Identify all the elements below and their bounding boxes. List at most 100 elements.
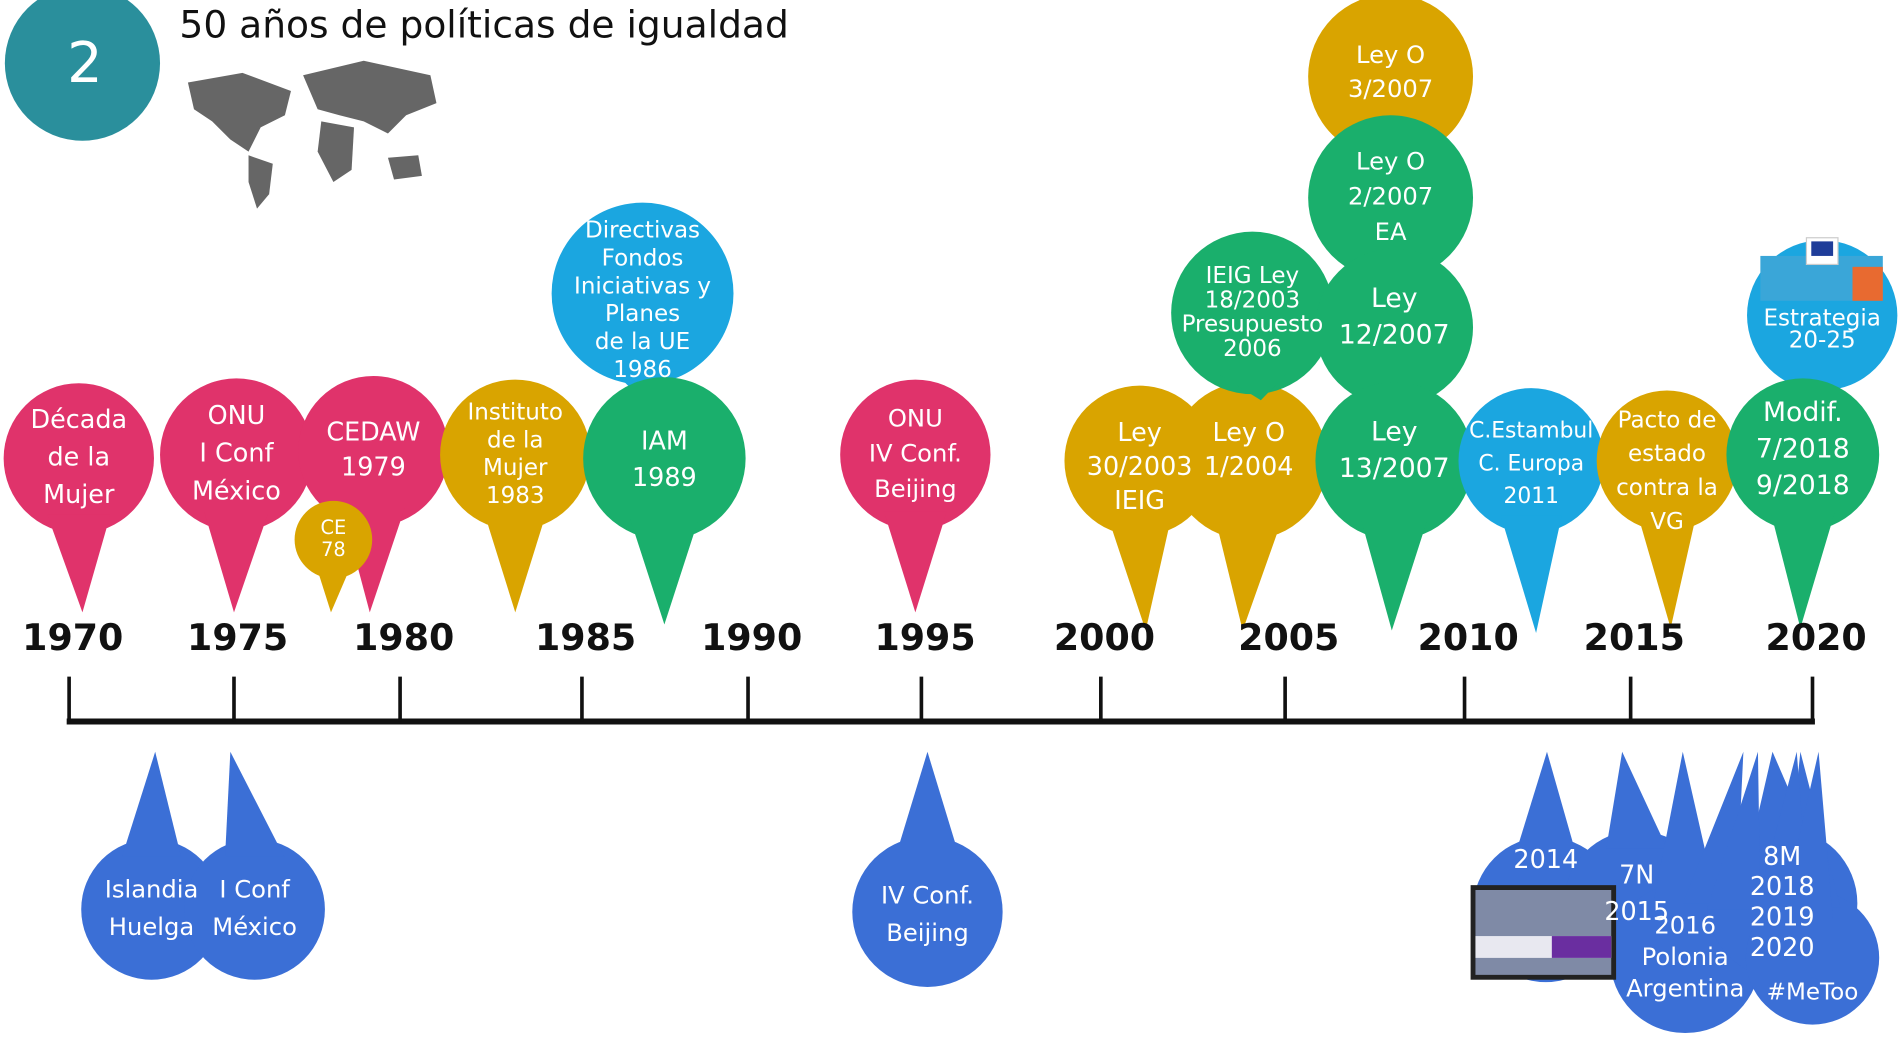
strategy-image: [1760, 237, 1883, 301]
event-label: México: [212, 912, 297, 941]
bubble-pointer: [1770, 512, 1835, 629]
bubble-pointer: [317, 568, 350, 613]
event-label: 2015: [1604, 897, 1669, 927]
event-label: 1/2004: [1204, 452, 1294, 482]
event-label: contra la: [1616, 475, 1718, 501]
bubble: [298, 375, 449, 527]
badge-number: 2: [67, 31, 102, 96]
bubble: [1171, 231, 1334, 395]
bubble: [160, 378, 313, 532]
event-label: Argentina: [1626, 973, 1744, 1002]
bubble-pointer: [1218, 373, 1287, 401]
event-label: 2020: [1750, 933, 1815, 963]
bubble: [1169, 382, 1328, 540]
event-label: Estrategia: [1763, 305, 1880, 331]
event-label: C.Estambul: [1469, 419, 1593, 444]
event-label: ONU: [208, 401, 266, 431]
event-label: Ley: [1371, 283, 1418, 314]
bubble: [440, 379, 591, 530]
event-label: 1989: [632, 463, 697, 493]
bubble: [1064, 385, 1215, 536]
bubble-pointer: [47, 514, 111, 613]
event-label: 1979: [341, 453, 406, 483]
event-label: CE: [321, 516, 347, 539]
bubble: [1745, 891, 1880, 1025]
event-label: 30/2003: [1087, 452, 1193, 482]
bubble: [81, 839, 222, 980]
event-label: VG: [1650, 509, 1684, 535]
bubble: [1315, 248, 1474, 407]
event-label: IV Conf.: [869, 439, 962, 468]
bubble: [852, 836, 1003, 987]
event-label: Polonia: [1642, 942, 1729, 971]
event-label: Beijing: [874, 474, 956, 503]
event-label: Mujer: [43, 480, 115, 510]
event-label: #MeToo: [1767, 980, 1859, 1006]
year-label: 2010: [1418, 616, 1519, 659]
year-label: 2005: [1238, 616, 1339, 659]
event-label: Mujer: [483, 455, 548, 481]
event-label: de la: [48, 442, 111, 472]
bubble-pointer: [883, 511, 947, 613]
year-label: 1990: [701, 616, 802, 659]
bubble: [583, 377, 746, 540]
event-label: CEDAW: [326, 418, 420, 448]
event-label: I Conf: [219, 875, 290, 904]
event-label: EA: [1375, 217, 1407, 246]
bubble-pointer: [483, 511, 547, 613]
event-label: 7/2018: [1756, 433, 1850, 464]
event-label: 18/2003: [1205, 287, 1301, 313]
event-label: Ley O: [1356, 40, 1425, 69]
bubble: [1596, 390, 1738, 532]
bubble-pointer: [1707, 751, 1761, 910]
event-label: Década: [31, 405, 128, 435]
bubble-pointer: [1361, 519, 1428, 631]
bubble-pointer: [1779, 751, 1834, 922]
year-label: 1985: [535, 616, 636, 659]
event-label: 7N: [1619, 861, 1654, 891]
event-label: Ley: [1371, 416, 1418, 447]
event-label: Modif.: [1763, 397, 1843, 428]
event-label: de la: [487, 427, 544, 453]
bubble-pointer: [1606, 751, 1668, 849]
event-label: IEIG: [1114, 486, 1165, 516]
event-label: 2/2007: [1348, 182, 1433, 211]
year-label: 2020: [1766, 616, 1867, 659]
event-label: Ley: [1117, 418, 1161, 448]
event-label: Huelga: [109, 912, 194, 941]
event-label: 78: [321, 538, 346, 561]
bubble-pointer: [225, 751, 285, 857]
event-label: 12/2007: [1339, 319, 1450, 350]
event-label: Ley O: [1356, 147, 1425, 176]
year-label: 2000: [1054, 616, 1155, 659]
event-label: 1983: [486, 483, 545, 509]
bubble: [1726, 378, 1880, 532]
event-label: 2006: [1223, 336, 1282, 362]
event-label: Islandia: [105, 875, 199, 904]
year-label: 2015: [1584, 616, 1685, 659]
bubble-pointer: [1500, 515, 1562, 633]
bubble: [1308, 0, 1474, 159]
world-map: [187, 60, 437, 209]
event-label: 2018: [1750, 872, 1815, 902]
event-label: Presupuesto: [1182, 312, 1324, 338]
event-label: IV Conf.: [881, 881, 974, 910]
bubble-pointer: [1215, 519, 1282, 631]
event-label: estado: [1628, 441, 1706, 467]
bubble-pointer: [204, 512, 269, 613]
event-label: I Conf: [199, 439, 274, 469]
bubble-pointer: [895, 751, 960, 856]
event-label: 9/2018: [1756, 470, 1850, 501]
event-label: Pacto de: [1618, 407, 1717, 433]
year-label: 1970: [22, 616, 123, 659]
bubble-pointer: [1637, 513, 1697, 629]
bubble: [3, 383, 154, 534]
year-label: 1975: [187, 616, 288, 659]
bubble: [294, 500, 373, 579]
title: 50 años de políticas de igualdad: [179, 2, 788, 46]
photo: [1470, 885, 1617, 980]
event-label: 2016: [1654, 910, 1716, 939]
badge: [4, 0, 161, 141]
year-label: 1980: [353, 616, 454, 659]
